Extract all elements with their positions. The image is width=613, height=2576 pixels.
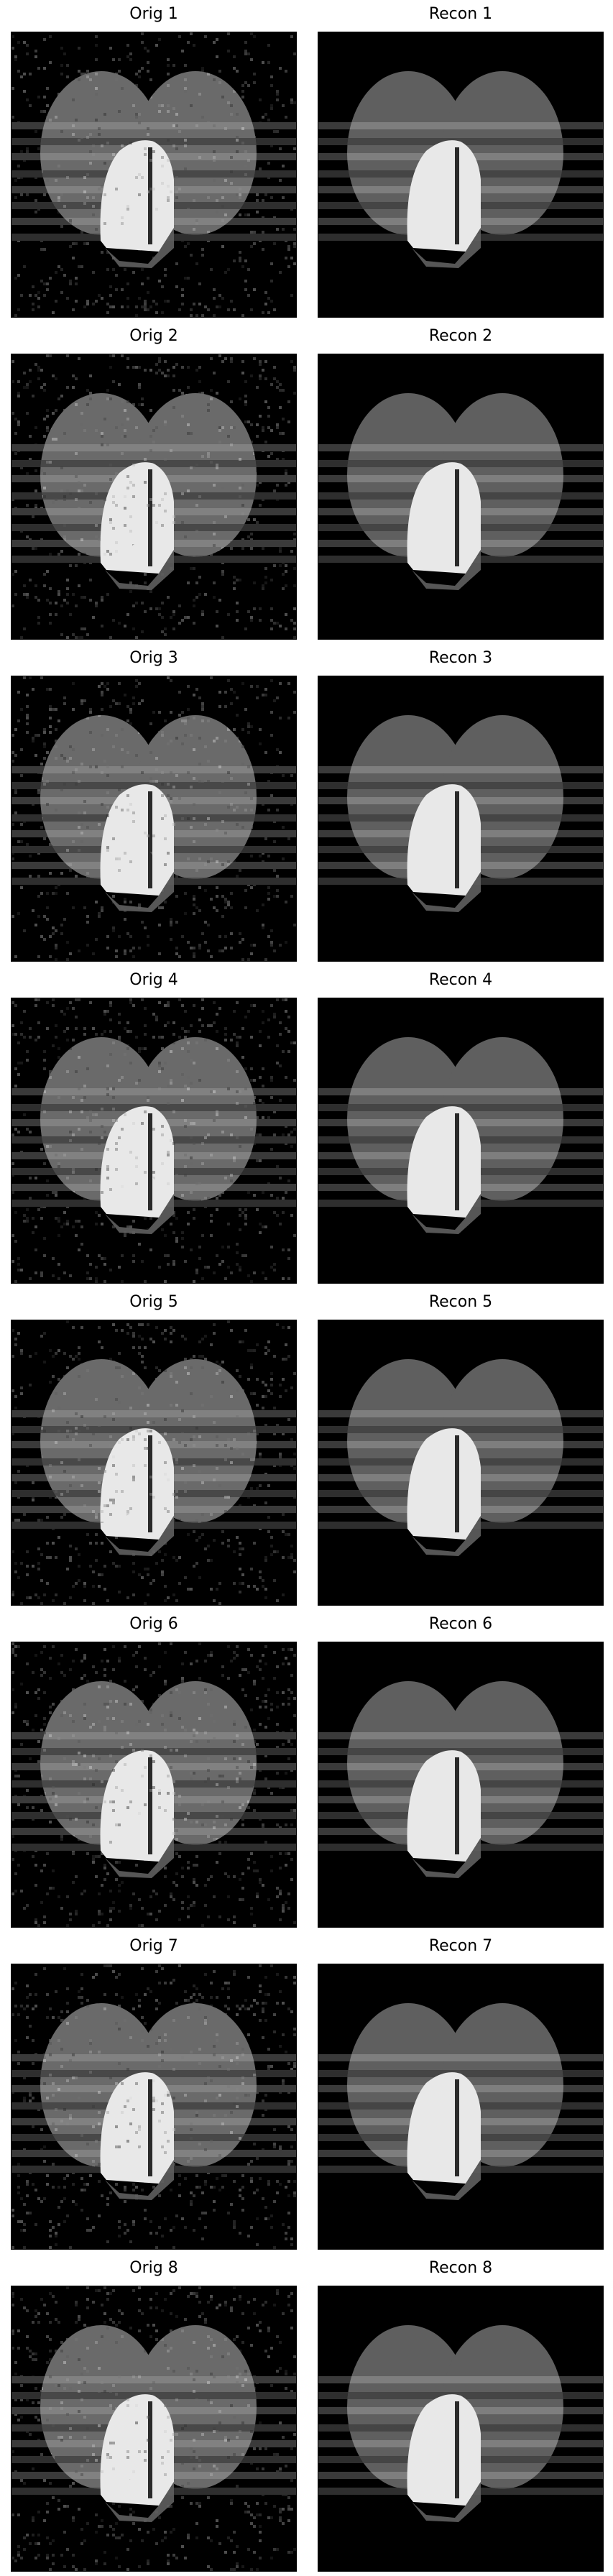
orig-image bbox=[11, 998, 297, 1284]
orig-title: Orig 3 bbox=[11, 648, 297, 668]
orig-image bbox=[11, 1964, 297, 2250]
center-divider bbox=[455, 791, 459, 888]
orig-image bbox=[11, 354, 297, 640]
orig-image bbox=[11, 2286, 297, 2572]
center-divider bbox=[455, 2401, 459, 2498]
recon-title: Recon 7 bbox=[318, 1936, 604, 1956]
orig-image bbox=[11, 676, 297, 962]
recon-image bbox=[318, 1642, 604, 1928]
center-divider bbox=[455, 1757, 459, 1854]
center-divider bbox=[148, 469, 152, 566]
recon-image bbox=[318, 2286, 604, 2572]
orig-title: Orig 2 bbox=[11, 326, 297, 346]
recon-title: Recon 2 bbox=[318, 326, 604, 346]
center-divider bbox=[455, 147, 459, 244]
recon-title: Recon 5 bbox=[318, 1292, 604, 1312]
center-divider bbox=[455, 1435, 459, 1532]
center-divider bbox=[148, 2079, 152, 2176]
orig-title: Orig 1 bbox=[11, 4, 297, 24]
orig-title: Orig 8 bbox=[11, 2258, 297, 2278]
recon-image bbox=[318, 1964, 604, 2250]
orig-image bbox=[11, 32, 297, 318]
recon-title: Recon 8 bbox=[318, 2258, 604, 2278]
recon-title: Recon 6 bbox=[318, 1614, 604, 1634]
center-divider bbox=[148, 1757, 152, 1854]
center-divider bbox=[148, 1435, 152, 1532]
orig-title: Orig 4 bbox=[11, 970, 297, 990]
recon-title: Recon 1 bbox=[318, 4, 604, 24]
recon-title: Recon 4 bbox=[318, 970, 604, 990]
center-divider bbox=[148, 147, 152, 244]
center-divider bbox=[148, 1113, 152, 1210]
orig-title: Orig 7 bbox=[11, 1936, 297, 1956]
recon-image bbox=[318, 32, 604, 318]
recon-image bbox=[318, 998, 604, 1284]
center-divider bbox=[148, 791, 152, 888]
recon-image bbox=[318, 1320, 604, 1606]
center-divider bbox=[455, 2079, 459, 2176]
orig-image bbox=[11, 1642, 297, 1928]
recon-image bbox=[318, 354, 604, 640]
orig-title: Orig 5 bbox=[11, 1292, 297, 1312]
orig-image bbox=[11, 1320, 297, 1606]
center-divider bbox=[455, 469, 459, 566]
recon-title: Recon 3 bbox=[318, 648, 604, 668]
orig-title: Orig 6 bbox=[11, 1614, 297, 1634]
center-divider bbox=[455, 1113, 459, 1210]
recon-image bbox=[318, 676, 604, 962]
